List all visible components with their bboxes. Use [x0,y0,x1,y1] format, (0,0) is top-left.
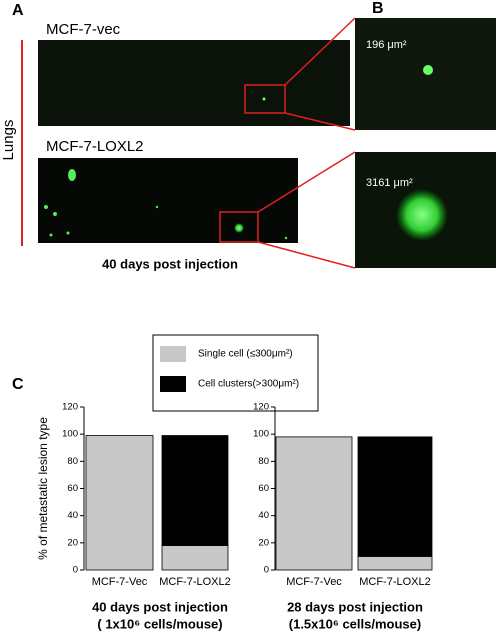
x-tick-label: MCF-7-LOXL2 [159,576,231,588]
caption: ( 1x10⁶ cells/mouse) [97,616,222,631]
y-tick-label: 0 [73,565,78,576]
caption: (1.5x10⁶ cells/mouse) [289,616,421,631]
x-tick-label: MCF-7-Vec [92,576,148,588]
bar-segment [161,435,229,546]
bar-segment [161,545,229,571]
y-tick-label: 60 [258,483,269,494]
bar-segment [357,556,433,571]
caption: 40 days post injection [92,599,228,614]
x-tick-label: MCF-7-LOXL2 [359,576,431,588]
bar-segment [357,436,433,557]
y-tick-label: 0 [264,565,269,576]
caption: 28 days post injection [287,599,423,614]
cells [44,169,288,240]
y-tick-label: 20 [258,537,269,548]
y-tick-label: 60 [67,483,78,494]
y-tick-label: 120 [62,402,78,413]
area-label: 196 μm² [366,39,407,51]
x-tick-label: MCF-7-Vec [286,576,342,588]
y-tick-label: 120 [253,402,269,413]
y-tick-label: 20 [67,537,78,548]
cluster [234,223,244,233]
y-axis-label: % of metastatic lesion type [36,417,50,560]
bar-segment [275,436,353,571]
panel-label: C [12,376,24,393]
legend-label: Single cell (≤300μm²) [198,349,293,360]
y-tick-label: 100 [62,429,78,440]
cluster [396,189,448,241]
bar-segment [85,435,154,571]
legend-label: Cell clusters(>300μm²) [198,379,299,390]
side-label: Lungs [0,120,17,161]
image-label: MCF-7-vec [46,21,121,38]
legend-swatch [160,346,186,362]
zoom-box [244,84,286,114]
zoom-box [219,211,259,243]
y-tick-label: 40 [67,510,78,521]
zoom-lines [257,17,356,269]
cell [423,65,433,75]
y-tick-label: 100 [253,429,269,440]
image-label: MCF-7-LOXL2 [46,138,144,155]
caption: 40 days post injection [102,256,238,271]
cell [262,97,266,101]
y-tick-label: 80 [67,456,78,467]
y-tick-label: 80 [258,456,269,467]
legend-swatch [160,376,186,392]
panel-label: A [12,2,24,19]
area-label: 3161 μm² [366,177,413,189]
panel-label: B [372,0,384,17]
micrograph [38,158,298,243]
micrograph [38,40,350,126]
y-tick-label: 40 [258,510,269,521]
